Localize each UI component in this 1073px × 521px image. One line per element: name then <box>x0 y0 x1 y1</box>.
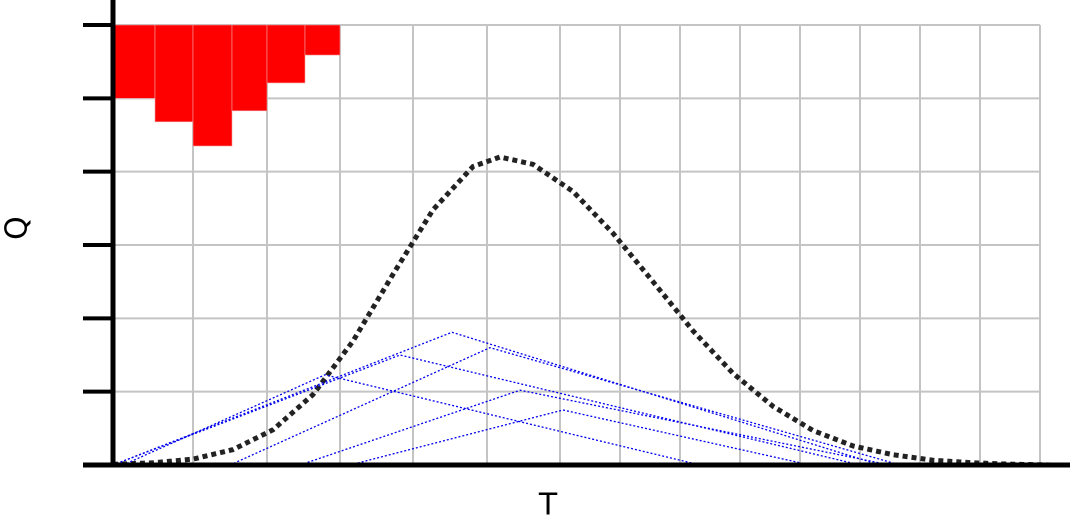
bar <box>192 24 233 147</box>
grid <box>112 24 1041 466</box>
axes <box>83 0 1070 468</box>
bar <box>304 24 341 56</box>
x-axis-label: T <box>538 488 558 521</box>
line <box>229 346 901 466</box>
bar <box>154 24 194 123</box>
line <box>122 374 701 466</box>
y-axis-label: Q <box>0 216 35 240</box>
lines <box>112 154 1054 468</box>
bar <box>266 24 306 84</box>
bar <box>231 24 268 112</box>
line <box>112 154 1054 468</box>
histogram <box>112 24 341 147</box>
bar <box>112 24 156 99</box>
line <box>112 331 881 466</box>
line <box>299 389 891 466</box>
line <box>349 409 811 466</box>
